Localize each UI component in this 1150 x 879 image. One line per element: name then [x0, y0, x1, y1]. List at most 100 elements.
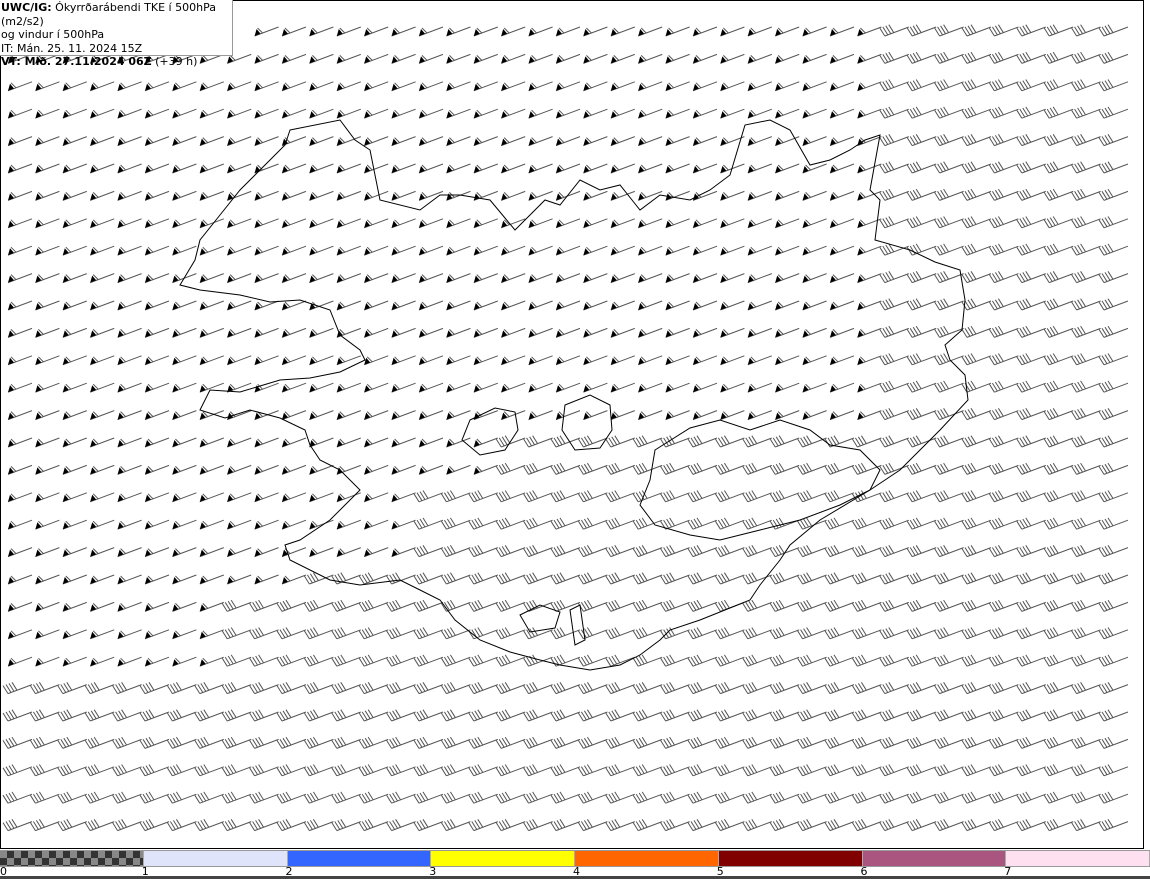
wind-barb: [331, 599, 361, 612]
wind-barb: [144, 355, 170, 366]
wind-barb: [742, 490, 772, 503]
wind-barb: [57, 682, 87, 695]
wind-barb: [90, 629, 115, 640]
wind-barb: [879, 462, 909, 475]
wind-barb: [797, 682, 827, 695]
wind-barb: [906, 353, 937, 366]
wind-barb: [386, 627, 416, 640]
wind-barb: [309, 519, 334, 530]
wind-barb: [775, 327, 800, 338]
wind-barb: [687, 462, 718, 475]
wind-barb: [1016, 243, 1046, 256]
wind-barb: [391, 136, 416, 147]
wind-barb: [364, 327, 389, 338]
wind-barb: [309, 190, 334, 201]
wind-barb: [1016, 325, 1046, 338]
wind-barb: [660, 736, 690, 749]
wind-barb: [802, 190, 827, 201]
wind-barb: [227, 464, 252, 475]
wind-barb: [692, 163, 718, 174]
wind-barb: [84, 791, 115, 804]
wind-barb: [934, 682, 964, 695]
wind-barb: [2, 682, 33, 695]
wind-barb: [221, 627, 252, 640]
wind-barb: [331, 819, 361, 832]
wind-barb: [824, 654, 855, 667]
wind-barb: [988, 654, 1019, 667]
wind-barb: [879, 627, 909, 640]
wind-barb: [632, 435, 663, 448]
wind-barb: [906, 736, 937, 749]
wind-barb: [413, 764, 444, 777]
wind-barb: [1098, 271, 1129, 284]
wind-barb: [1043, 654, 1074, 667]
wind-barb: [1016, 408, 1046, 421]
wind-barb: [1016, 435, 1046, 448]
wind-barb: [391, 81, 416, 92]
wind-barb: [166, 819, 197, 832]
wind-barb: [7, 190, 33, 201]
wind-barb: [227, 245, 252, 256]
legend-swatch: [575, 851, 719, 866]
wind-barb: [364, 108, 389, 119]
wind-barb: [632, 736, 663, 749]
wind-barb: [523, 682, 553, 695]
wind-barb: [391, 190, 416, 201]
wind-barb: [309, 108, 334, 119]
wind-barb: [172, 656, 197, 667]
wind-barb: [988, 682, 1019, 695]
legend-label: 1: [141, 865, 149, 878]
wind-barb: [1098, 545, 1129, 558]
wind-barb: [824, 572, 855, 585]
wind-barb: [90, 464, 115, 475]
wind-barb: [906, 51, 937, 64]
wind-barb: [906, 462, 937, 475]
wind-barb: [446, 53, 471, 64]
wind-barb: [1098, 654, 1129, 667]
wind-barb: [1098, 682, 1129, 695]
wind-barb: [62, 300, 87, 311]
wind-barb: [665, 300, 690, 311]
wind-barb: [1016, 51, 1046, 64]
wind-barb: [7, 410, 33, 421]
wind-barb: [281, 382, 307, 393]
wind-barb: [281, 355, 307, 366]
wind-barb: [331, 709, 361, 722]
wind-barb: [851, 627, 882, 640]
wind-barb: [879, 545, 909, 558]
wind-barb: [7, 519, 33, 530]
wind-barb: [249, 599, 279, 612]
wind-barb: [62, 437, 87, 448]
wind-barb: [577, 627, 608, 640]
wind-barb: [446, 163, 471, 174]
wind-barb: [1016, 353, 1046, 366]
wind-barb: [692, 355, 718, 366]
wind-barb: [638, 190, 663, 201]
wind-barb: [7, 547, 33, 558]
wind-barb: [391, 108, 416, 119]
wind-barb: [7, 245, 33, 256]
wind-barb: [276, 627, 307, 640]
wind-barb: [747, 273, 772, 284]
wind-barb: [468, 517, 498, 530]
wind-barb: [797, 709, 827, 722]
wind-barb: [358, 682, 389, 695]
wind-barb: [194, 736, 224, 749]
wind-barb: [199, 108, 224, 119]
wind-barb: [687, 627, 718, 640]
wind-barb: [7, 327, 33, 338]
wind-barb: [227, 108, 252, 119]
wind-barb: [1016, 490, 1046, 503]
wind-barb: [440, 764, 471, 777]
wind-barb: [829, 81, 855, 92]
wind-barb: [35, 656, 60, 667]
wind-barb: [1098, 791, 1129, 804]
wind-barb: [961, 599, 992, 612]
wind-barb: [221, 736, 252, 749]
wind-barb: [1043, 216, 1074, 229]
wind-barb: [824, 517, 855, 530]
wind-barb: [386, 599, 416, 612]
wind-barb: [281, 108, 307, 119]
wind-barb: [303, 627, 334, 640]
wind-barb: [1071, 271, 1101, 284]
